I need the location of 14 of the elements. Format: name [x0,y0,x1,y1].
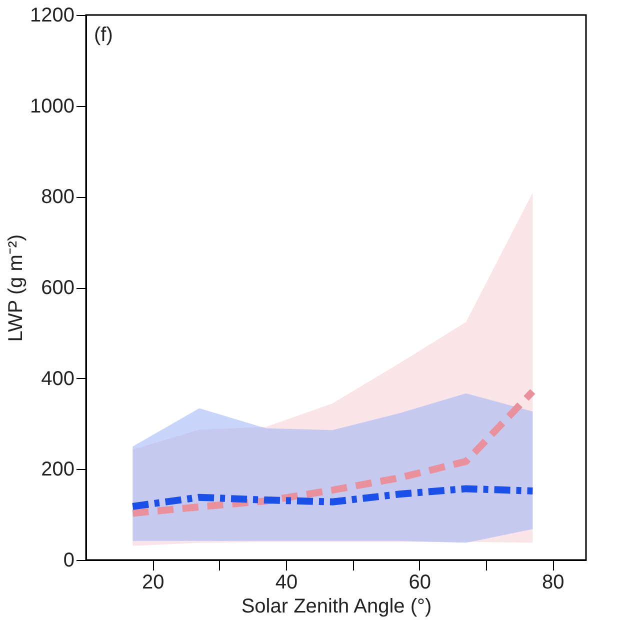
x-tick-label: 40 [275,572,298,594]
y-tick-label: 800 [41,186,74,208]
y-tick-label: 1000 [30,95,74,118]
y-tick-label: 400 [41,368,74,390]
x-axis-title: Solar Zenith Angle (°) [241,596,432,618]
y-tick-label: 200 [41,458,74,481]
y-tick-label: 0 [63,550,74,572]
y-tick-label: 1200 [30,4,74,26]
x-tick-label: 80 [542,572,564,594]
annotation: (f) [94,24,113,46]
y-axis-title: LWP (g m⁻²) [5,234,28,342]
y-tick-label: 600 [41,277,74,299]
x-tick-label: 20 [142,572,164,594]
x-tick-label: 60 [408,572,431,594]
